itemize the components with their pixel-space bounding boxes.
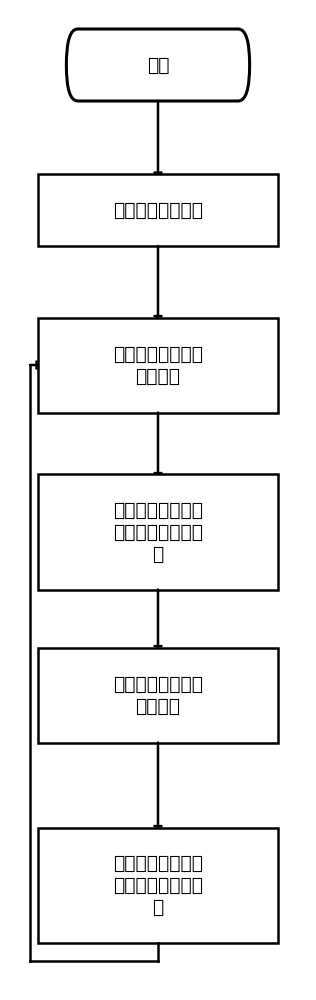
Text: 设置触发窗口信息: 设置触发窗口信息 <box>113 200 203 220</box>
Text: 开始: 开始 <box>147 55 169 75</box>
Bar <box>38 828 278 942</box>
Text: 正向移动，在触发
窗口中给出触发信
号: 正向移动，在触发 窗口中给出触发信 号 <box>113 500 203 564</box>
FancyBboxPatch shape <box>66 29 250 101</box>
Bar <box>38 648 278 742</box>
Bar <box>38 174 278 246</box>
Bar <box>38 474 278 589</box>
Text: 反向移动，在触发
窗口中给出触发信
号: 反向移动，在触发 窗口中给出触发信 号 <box>113 854 203 916</box>
Bar <box>38 318 278 412</box>
Text: 给出正向积分方向
控制信号: 给出正向积分方向 控制信号 <box>113 344 203 385</box>
Text: 给出反向积分方向
控制信号: 给出反向积分方向 控制信号 <box>113 674 203 716</box>
